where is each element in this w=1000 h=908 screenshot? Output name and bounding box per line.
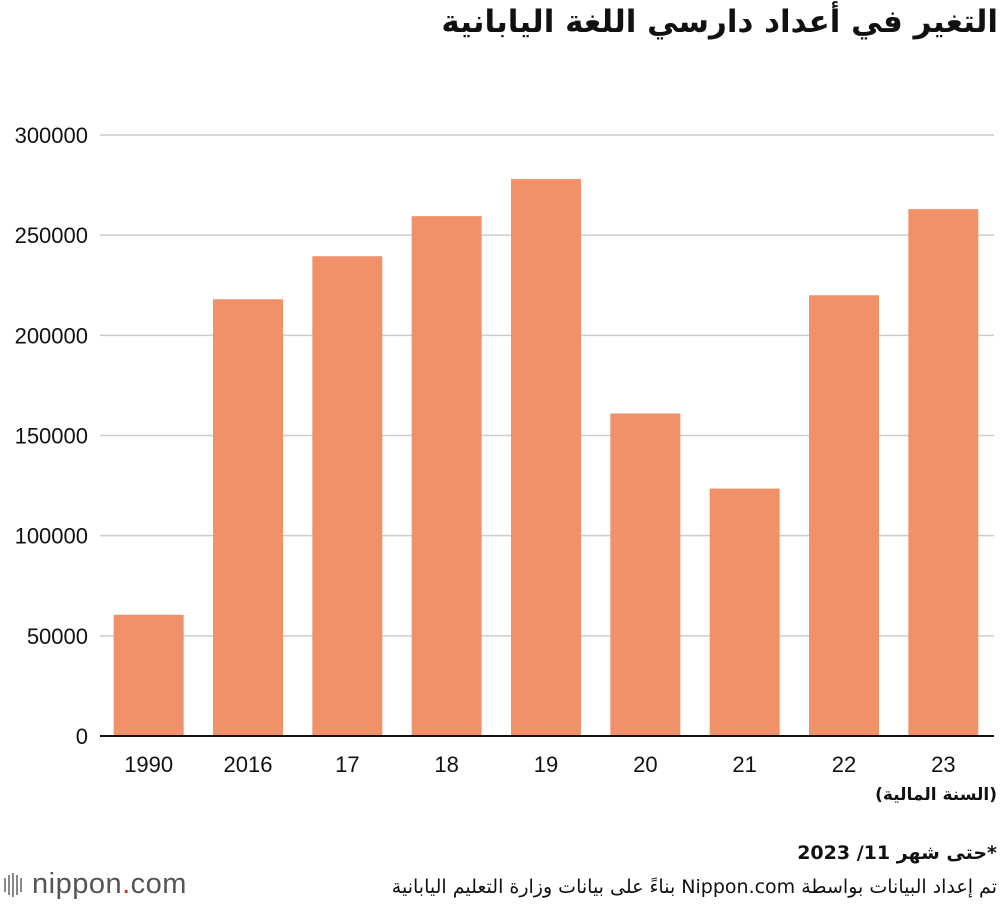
source-credit: تم إعداد البيانات بواسطة Nippon.com بناء… — [391, 876, 997, 898]
y-tick-label: 100000 — [15, 524, 88, 549]
nippon-wave-icon — [4, 872, 22, 897]
bar-20 — [610, 413, 681, 736]
bar-22 — [809, 295, 879, 736]
x-tick-label: 20 — [633, 752, 657, 777]
x-axis-label: (السنة المالية) — [875, 785, 997, 805]
y-tick-label: 300000 — [15, 123, 88, 148]
bar-1990 — [113, 614, 184, 736]
bar-23 — [908, 209, 979, 736]
bar-2016 — [213, 299, 283, 736]
x-tick-label: 23 — [931, 752, 955, 777]
logo-text: nippon.com — [32, 868, 187, 900]
x-tick-label: 22 — [832, 752, 856, 777]
bar-17 — [312, 256, 383, 736]
x-tick-label: 1990 — [124, 752, 173, 777]
y-tick-label: 150000 — [15, 424, 88, 449]
nippon-logo[interactable]: nippon.com — [2, 868, 187, 901]
y-tick-label: 200000 — [15, 323, 88, 348]
x-tick-label: 21 — [732, 752, 756, 777]
x-tick-label: 17 — [335, 752, 359, 777]
bar-21 — [709, 488, 780, 736]
y-tick-label: 0 — [76, 724, 88, 749]
y-tick-label: 250000 — [15, 223, 88, 248]
x-tick-label: 18 — [434, 752, 458, 777]
chart-title: التغير في أعداد دارسي اللغة اليابانية — [441, 4, 998, 40]
bar-chart: 0 50000 100000 150000 200000 250000 300000 1990… — [15, 123, 994, 777]
bar-19 — [511, 179, 581, 736]
x-tick-label: 19 — [534, 752, 558, 777]
y-tick-label: 50000 — [27, 624, 88, 649]
bar-18 — [411, 216, 482, 736]
x-tick-label: 2016 — [224, 752, 273, 777]
footnote: *حتى شهر 11/ 2023 — [797, 842, 997, 864]
